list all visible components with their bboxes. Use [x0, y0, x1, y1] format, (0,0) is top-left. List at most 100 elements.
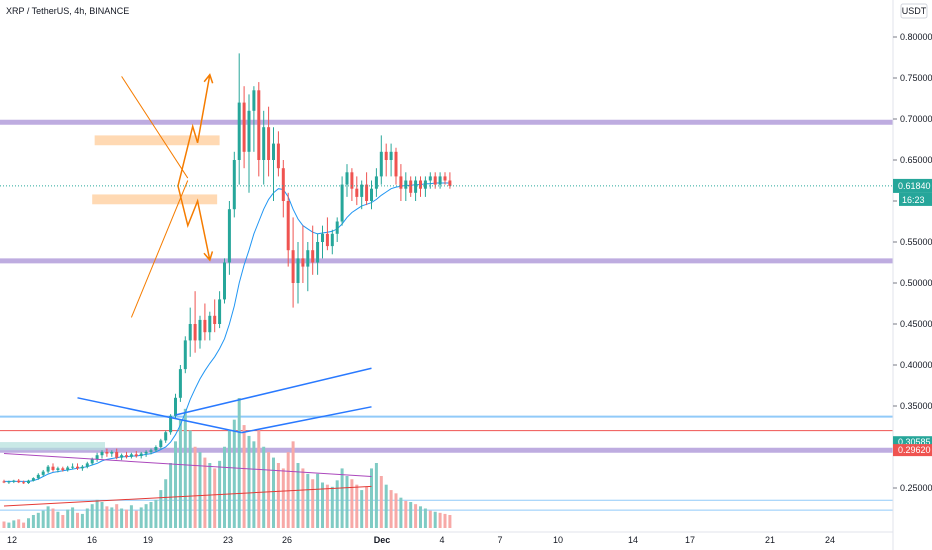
candle: [296, 242, 300, 304]
candle: [66, 465, 70, 472]
volume-bar: [389, 490, 393, 528]
volume-bar: [419, 506, 422, 528]
volume-bar: [174, 441, 177, 528]
volume-bar: [296, 463, 300, 528]
triangle-lower-line[interactable]: [130, 180, 189, 318]
countdown-label: 16:23: [902, 195, 925, 205]
time-axis[interactable]: 12 16 19 23 26 Dec 4 7 10 14 17 21 24: [7, 535, 835, 545]
candle: [306, 242, 310, 292]
volume-bar: [61, 515, 65, 528]
volume-bar: [154, 499, 158, 528]
volume-bar: [355, 484, 359, 528]
x-tick-label: 16: [87, 535, 97, 545]
candle: [213, 299, 217, 333]
volume-bar: [409, 502, 413, 528]
candle: [414, 176, 418, 201]
currency-button[interactable]: USDT: [900, 3, 928, 19]
purple-decline[interactable]: [3, 453, 372, 478]
horizontal-levels-layer: [0, 119, 893, 511]
candle: [198, 315, 202, 349]
candle: [41, 469, 45, 477]
volume-bar: [433, 511, 437, 528]
candle: [345, 164, 349, 197]
volume-bar: [276, 463, 280, 528]
triangle-upper-line[interactable]: [121, 76, 189, 179]
candle: [237, 53, 241, 185]
candle: [316, 233, 320, 275]
candle: [95, 452, 99, 462]
candle: [71, 463, 75, 470]
candle: [227, 201, 231, 275]
bearish-path-arrowhead: [203, 251, 214, 262]
volume-bar: [448, 515, 452, 528]
candle: [110, 450, 114, 457]
zone-upper[interactable]: [94, 135, 220, 146]
x-tick-label: 7: [497, 535, 502, 545]
volume-bar: [404, 500, 408, 528]
candle: [409, 176, 413, 197]
price-axis[interactable]: 0.800000.750000.700000.650000.600000.550…: [893, 32, 932, 493]
candle: [335, 217, 339, 242]
volume-bar: [198, 452, 202, 528]
x-tick-label: 17: [685, 535, 695, 545]
volume-bar: [360, 490, 364, 528]
candle: [183, 336, 187, 374]
volume-bar: [257, 430, 261, 528]
candle: [340, 176, 344, 226]
volume-bar: [262, 446, 266, 528]
volume-bar: [242, 425, 246, 528]
blue-trend-2[interactable]: [241, 406, 372, 434]
volume-bar: [281, 468, 285, 528]
volume-bar: [7, 522, 11, 528]
candle: [291, 217, 295, 308]
volume-bar: [164, 479, 168, 528]
candle: [134, 451, 138, 458]
bullish-path[interactable]: [177, 74, 211, 187]
volume-bar: [27, 518, 30, 528]
volume-bar: [330, 486, 334, 528]
volume-bar: [36, 512, 40, 528]
volume-bar: [178, 419, 182, 528]
volume-bar: [193, 446, 197, 528]
zone-lower[interactable]: [92, 194, 218, 205]
red-rise[interactable]: [3, 485, 372, 507]
volume-bar: [325, 484, 329, 528]
candle: [419, 176, 422, 197]
candle: [438, 172, 442, 189]
y-tick-label: 0.50000: [900, 278, 932, 288]
y-tick-label: 0.40000: [900, 360, 932, 370]
blue-trend-1[interactable]: [77, 397, 242, 434]
candle: [80, 465, 84, 471]
y-tick-label: 0.65000: [900, 155, 932, 165]
volume-bar: [394, 493, 398, 528]
bearish-path[interactable]: [177, 185, 211, 261]
bullish-path-arrowhead: [203, 73, 214, 84]
candle: [262, 110, 266, 185]
candle: [443, 172, 447, 185]
volume-bar: [223, 446, 226, 528]
volume-bar: [286, 452, 290, 528]
drawings-layer: [3, 73, 372, 507]
candle: [350, 168, 354, 201]
candle: [188, 307, 192, 357]
candle: [105, 448, 109, 457]
volume-bar: [379, 476, 383, 528]
candle: [36, 473, 40, 480]
volume-bar: [370, 468, 373, 528]
volume-bar: [399, 497, 403, 528]
candle: [330, 229, 334, 255]
volume-bar: [203, 457, 207, 528]
candle: [164, 430, 168, 443]
blue-trend-3[interactable]: [175, 367, 372, 416]
candle: [423, 176, 427, 197]
volume-bar: [41, 510, 45, 528]
x-tick-label: Dec: [374, 535, 391, 545]
candle: [51, 463, 55, 472]
volume-bar: [316, 473, 320, 528]
candle: [223, 258, 226, 304]
countdown-tag: [899, 192, 932, 206]
candle: [144, 450, 148, 457]
candle: [281, 160, 285, 218]
plot-background: [0, 0, 893, 532]
